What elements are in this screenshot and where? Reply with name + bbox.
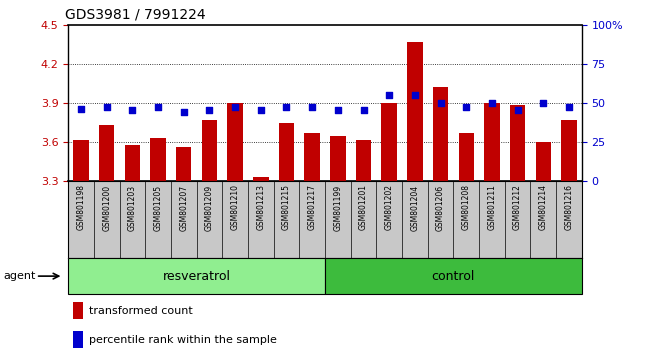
Bar	[330, 136, 346, 354]
Point	[538, 100, 549, 105]
Bar	[382, 103, 397, 354]
Point	[127, 108, 138, 113]
Point	[410, 92, 420, 98]
Bar	[279, 124, 294, 354]
Text: GSM801200: GSM801200	[102, 184, 111, 230]
Bar	[510, 105, 525, 354]
Bar	[150, 138, 166, 354]
Bar	[304, 132, 320, 354]
Bar	[68, 258, 325, 294]
Bar	[561, 120, 577, 354]
Text: GSM801201: GSM801201	[359, 184, 368, 230]
Point	[384, 92, 395, 98]
Point	[512, 108, 523, 113]
Text: GSM801215: GSM801215	[282, 184, 291, 230]
Bar	[99, 125, 114, 354]
Text: GSM801198: GSM801198	[77, 184, 86, 230]
Text: GSM801206: GSM801206	[436, 184, 445, 230]
Bar	[484, 103, 500, 354]
Bar	[73, 140, 89, 354]
Point	[179, 109, 189, 115]
Bar	[356, 140, 371, 354]
Text: percentile rank within the sample: percentile rank within the sample	[89, 335, 277, 344]
Text: GSM801203: GSM801203	[128, 184, 137, 230]
Text: GSM801210: GSM801210	[231, 184, 240, 230]
Point	[204, 108, 214, 113]
Text: GSM801209: GSM801209	[205, 184, 214, 230]
Point	[230, 104, 240, 110]
Bar	[433, 87, 448, 354]
Text: GSM801208: GSM801208	[462, 184, 471, 230]
Bar	[458, 132, 474, 354]
Bar	[407, 42, 422, 354]
Text: GSM801211: GSM801211	[488, 184, 497, 230]
Text: GSM801204: GSM801204	[410, 184, 419, 230]
Point	[564, 104, 574, 110]
Text: GSM801212: GSM801212	[513, 184, 522, 230]
Point	[153, 104, 163, 110]
Bar	[536, 142, 551, 354]
Point	[461, 104, 471, 110]
Text: GSM801199: GSM801199	[333, 184, 343, 230]
Text: resveratrol: resveratrol	[162, 270, 231, 282]
Text: GSM801202: GSM801202	[385, 184, 394, 230]
Point	[436, 100, 446, 105]
Bar	[73, 331, 83, 348]
Text: GSM801207: GSM801207	[179, 184, 188, 230]
Text: agent: agent	[3, 271, 36, 281]
Text: GSM801213: GSM801213	[256, 184, 265, 230]
Point	[101, 104, 112, 110]
Text: GSM801205: GSM801205	[153, 184, 162, 230]
Bar	[176, 147, 192, 354]
Text: GSM801217: GSM801217	[307, 184, 317, 230]
Point	[281, 104, 292, 110]
Bar	[73, 302, 83, 319]
Point	[76, 106, 86, 112]
Text: GSM801216: GSM801216	[564, 184, 573, 230]
Point	[487, 100, 497, 105]
Point	[307, 104, 317, 110]
Point	[333, 108, 343, 113]
Bar	[325, 258, 582, 294]
Bar	[227, 103, 243, 354]
Bar	[125, 145, 140, 354]
Bar	[202, 120, 217, 354]
Bar	[253, 177, 268, 354]
Point	[358, 108, 369, 113]
Text: control: control	[432, 270, 475, 282]
Point	[255, 108, 266, 113]
Text: GSM801214: GSM801214	[539, 184, 548, 230]
Text: GDS3981 / 7991224: GDS3981 / 7991224	[65, 7, 205, 21]
Text: transformed count: transformed count	[89, 306, 192, 316]
